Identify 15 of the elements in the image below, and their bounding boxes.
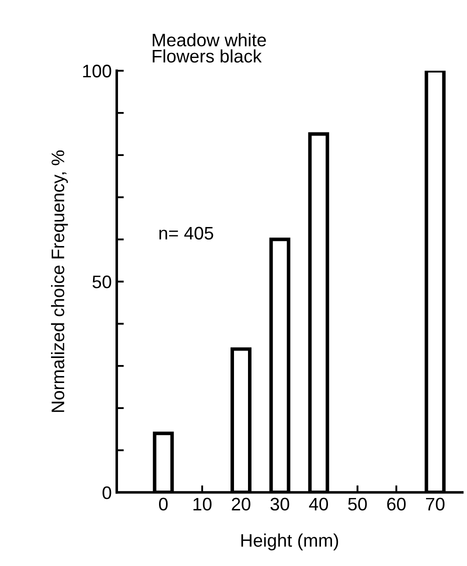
x-tick-label: 70 <box>426 498 444 511</box>
annotation: n= 405 <box>159 226 214 240</box>
x-tick-label: 60 <box>387 498 406 511</box>
chart-title: Meadow white Flowers black <box>152 33 266 63</box>
x-axis-title: Height (mm) <box>241 534 338 550</box>
x-tick-label: 50 <box>348 498 367 511</box>
y-tick-label: 100 <box>83 64 112 78</box>
x-tick-label: 10 <box>194 498 212 511</box>
x-tick-label: 20 <box>232 498 250 511</box>
x-tick-label: 30 <box>270 498 290 511</box>
x-tick-label: 0 <box>159 498 168 511</box>
y-axis-title: Normalized choice Frequency, % <box>51 150 68 412</box>
y-tick-label: 0 <box>102 486 112 500</box>
y-tick-label: 50 <box>92 276 112 288</box>
x-tick-label: 40 <box>309 498 328 511</box>
